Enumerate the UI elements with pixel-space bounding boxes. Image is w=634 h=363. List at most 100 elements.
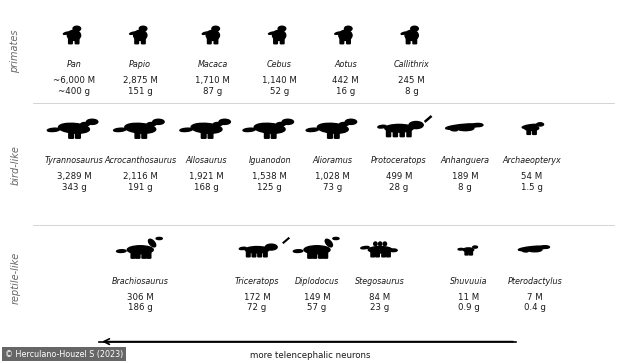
Ellipse shape	[524, 126, 539, 131]
FancyBboxPatch shape	[202, 130, 206, 138]
FancyBboxPatch shape	[264, 251, 267, 257]
Ellipse shape	[67, 30, 81, 40]
Text: Shuvuuia: Shuvuuia	[450, 277, 488, 286]
FancyBboxPatch shape	[406, 38, 410, 44]
FancyBboxPatch shape	[533, 130, 536, 134]
Text: 0.9 g: 0.9 g	[458, 303, 479, 313]
Ellipse shape	[294, 250, 303, 252]
Text: more telencephalic neurons: more telencephalic neurons	[250, 351, 371, 360]
Ellipse shape	[153, 119, 164, 125]
Ellipse shape	[378, 125, 386, 128]
FancyBboxPatch shape	[136, 252, 140, 258]
Text: Pterodactylus: Pterodactylus	[507, 277, 562, 286]
FancyBboxPatch shape	[280, 38, 284, 44]
Text: Anhanguera: Anhanguera	[441, 156, 490, 165]
FancyBboxPatch shape	[75, 130, 81, 138]
Text: 2,116 M: 2,116 M	[123, 172, 158, 181]
Ellipse shape	[473, 123, 483, 127]
Ellipse shape	[446, 124, 479, 130]
Text: Alioramus: Alioramus	[313, 156, 353, 165]
FancyBboxPatch shape	[135, 130, 139, 138]
Ellipse shape	[306, 128, 318, 131]
Text: Allosaurus: Allosaurus	[186, 156, 227, 165]
Text: 442 M: 442 M	[332, 77, 359, 85]
Text: 343 g: 343 g	[61, 183, 86, 192]
Text: Papio: Papio	[129, 60, 152, 69]
Text: Diplodocus: Diplodocus	[295, 277, 339, 286]
Text: 172 M: 172 M	[243, 293, 271, 302]
Ellipse shape	[117, 250, 126, 252]
Ellipse shape	[254, 123, 285, 133]
Text: 11 M: 11 M	[458, 293, 479, 302]
Text: 151 g: 151 g	[128, 87, 153, 96]
Ellipse shape	[113, 128, 126, 131]
FancyBboxPatch shape	[68, 38, 72, 44]
FancyBboxPatch shape	[271, 130, 276, 138]
Text: 499 M: 499 M	[386, 172, 412, 181]
FancyBboxPatch shape	[308, 252, 312, 258]
Ellipse shape	[304, 246, 330, 254]
Text: 1,538 M: 1,538 M	[252, 172, 287, 181]
Ellipse shape	[134, 30, 147, 40]
FancyBboxPatch shape	[247, 251, 250, 257]
Text: 1,921 M: 1,921 M	[189, 172, 224, 181]
Ellipse shape	[73, 26, 81, 31]
Ellipse shape	[333, 237, 339, 240]
FancyBboxPatch shape	[387, 251, 390, 257]
Ellipse shape	[206, 30, 219, 40]
Text: 7 M: 7 M	[527, 293, 543, 302]
Text: Iguanodon: Iguanodon	[249, 156, 291, 165]
Ellipse shape	[361, 246, 369, 249]
Ellipse shape	[214, 122, 223, 126]
Text: Callithrix: Callithrix	[394, 60, 430, 69]
Text: ~6,000 M: ~6,000 M	[53, 77, 95, 85]
Text: bird-like: bird-like	[10, 145, 20, 185]
FancyBboxPatch shape	[214, 38, 217, 44]
FancyBboxPatch shape	[146, 252, 151, 258]
Ellipse shape	[335, 32, 341, 34]
FancyBboxPatch shape	[319, 252, 323, 258]
Ellipse shape	[276, 126, 280, 128]
FancyBboxPatch shape	[135, 38, 138, 44]
Ellipse shape	[245, 246, 269, 253]
FancyBboxPatch shape	[400, 130, 404, 136]
Text: Macaca: Macaca	[198, 60, 228, 69]
FancyBboxPatch shape	[387, 130, 391, 136]
Text: 54 M: 54 M	[521, 172, 542, 181]
Ellipse shape	[385, 125, 413, 132]
FancyBboxPatch shape	[465, 250, 468, 255]
FancyBboxPatch shape	[131, 252, 135, 258]
Text: 149 M: 149 M	[304, 293, 330, 302]
Text: Archaeopteryx: Archaeopteryx	[502, 156, 561, 165]
Text: Cebus: Cebus	[267, 60, 292, 69]
FancyBboxPatch shape	[527, 130, 531, 134]
Ellipse shape	[48, 128, 60, 131]
FancyBboxPatch shape	[252, 251, 256, 257]
Ellipse shape	[378, 242, 382, 246]
Ellipse shape	[156, 237, 162, 240]
Ellipse shape	[265, 244, 277, 250]
Text: 72 g: 72 g	[247, 303, 267, 313]
Text: 1.5 g: 1.5 g	[521, 183, 543, 192]
FancyBboxPatch shape	[413, 38, 417, 44]
Text: 1,710 M: 1,710 M	[195, 77, 230, 85]
Text: 1,028 M: 1,028 M	[315, 172, 350, 181]
Ellipse shape	[127, 246, 153, 254]
FancyBboxPatch shape	[393, 130, 398, 136]
Text: 168 g: 168 g	[194, 183, 219, 192]
Ellipse shape	[522, 125, 539, 128]
FancyBboxPatch shape	[334, 130, 339, 138]
FancyBboxPatch shape	[347, 38, 351, 44]
Text: Pan: Pan	[67, 60, 81, 69]
Ellipse shape	[451, 129, 457, 131]
Ellipse shape	[219, 119, 230, 125]
Ellipse shape	[81, 122, 90, 126]
Ellipse shape	[139, 26, 147, 31]
Ellipse shape	[212, 26, 219, 31]
FancyBboxPatch shape	[258, 251, 261, 257]
Ellipse shape	[458, 248, 463, 250]
Text: Aotus: Aotus	[334, 60, 357, 69]
Text: 8 g: 8 g	[458, 183, 472, 192]
FancyBboxPatch shape	[142, 252, 146, 258]
Text: 3,289 M: 3,289 M	[56, 172, 91, 181]
